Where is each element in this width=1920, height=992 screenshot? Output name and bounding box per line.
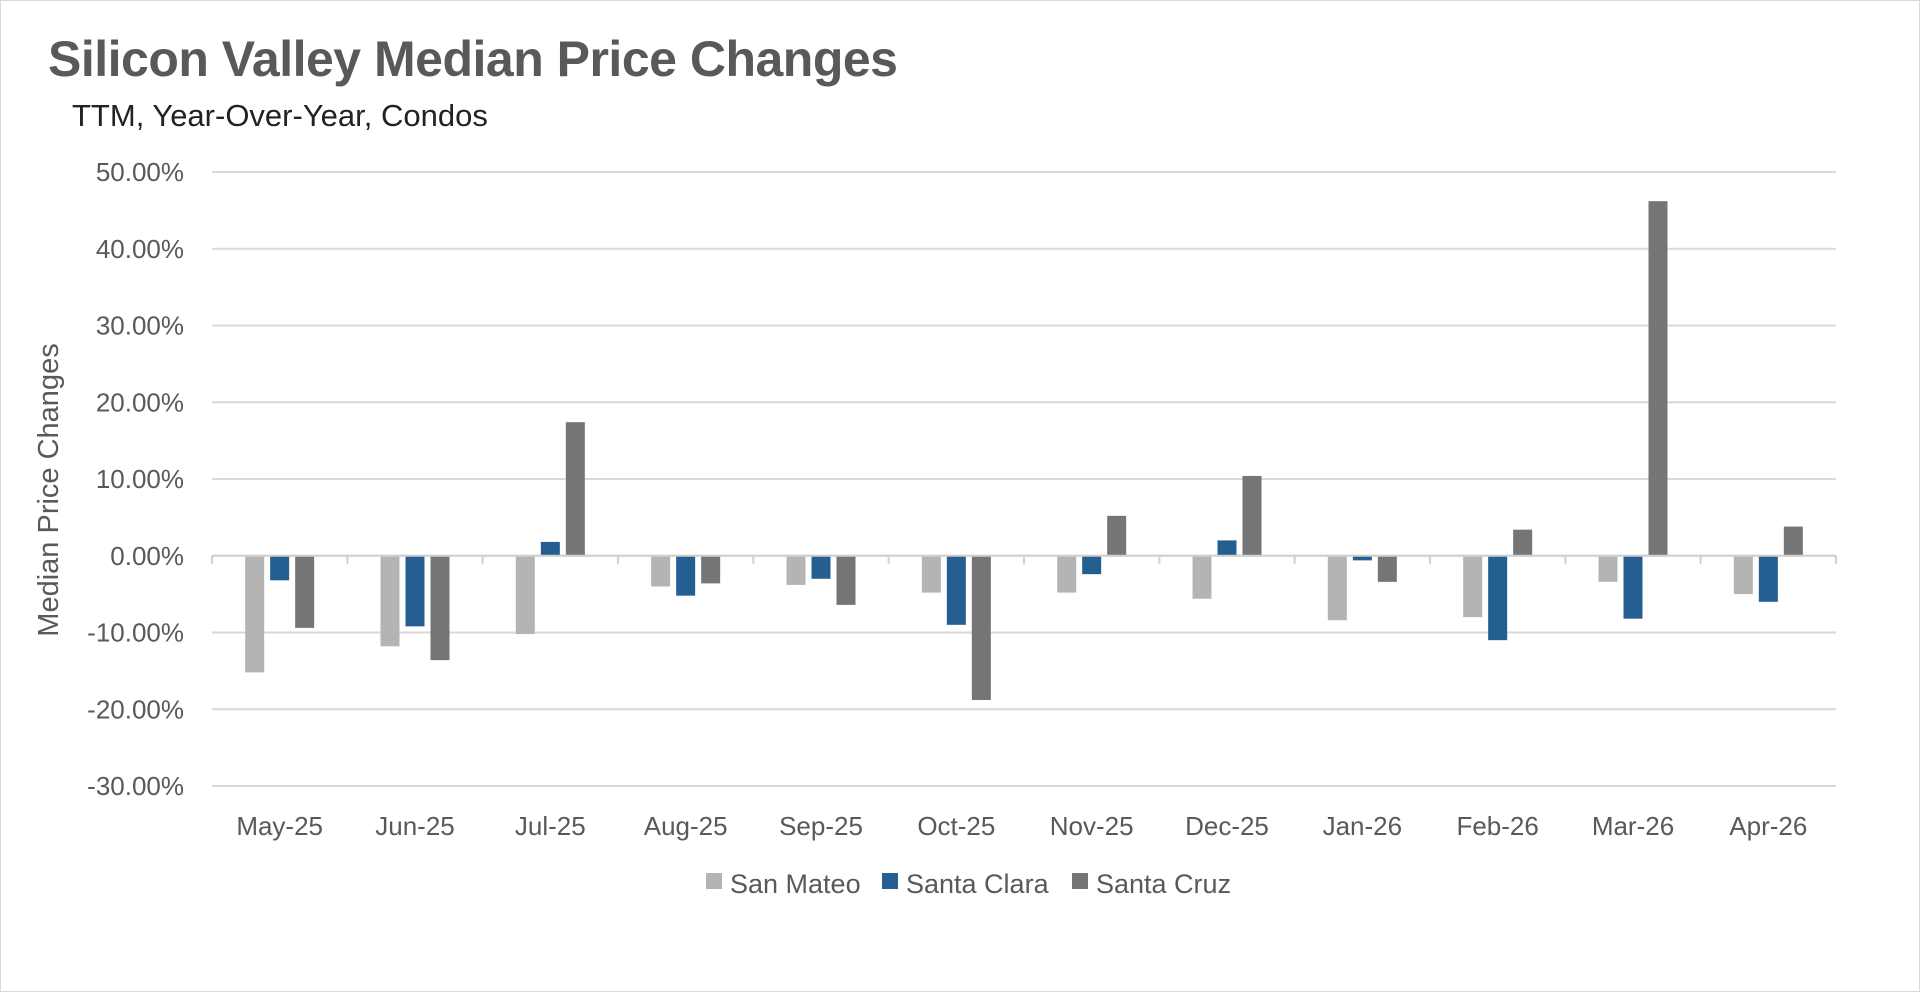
bar-san-mateo-mar-26 (1598, 555, 1618, 582)
legend-swatch (1072, 873, 1088, 889)
gridlines (212, 171, 1836, 787)
bar-san-mateo-nov-25 (1057, 555, 1077, 593)
bar-santa-cruz-oct-25 (971, 555, 991, 701)
bar-san-mateo-may-25 (245, 555, 265, 673)
y-tick-label: -20.00% (87, 694, 184, 724)
bar-san-mateo-jan-26 (1327, 555, 1347, 621)
y-tick-label: -10.00% (87, 618, 184, 648)
bar-santa-cruz-dec-25 (1242, 475, 1262, 556)
bar-santa-clara-jul-25 (540, 541, 560, 556)
bar-santa-cruz-apr-26 (1783, 526, 1803, 556)
bar-san-mateo-jun-25 (380, 555, 400, 647)
legend-label: San Mateo (730, 869, 861, 899)
bar-santa-clara-may-25 (270, 555, 290, 581)
bar-santa-clara-apr-26 (1758, 555, 1778, 602)
bar-santa-cruz-jan-26 (1377, 555, 1397, 582)
bar-san-mateo-jul-25 (515, 555, 535, 635)
bar-santa-cruz-nov-25 (1107, 515, 1127, 556)
y-tick-label: 30.00% (96, 311, 184, 341)
x-tick-label: Aug-25 (644, 811, 728, 841)
y-tick-label: 0.00% (110, 541, 184, 571)
bar-santa-clara-jun-25 (405, 555, 425, 627)
legend: San Mateo Santa Clara Santa Cruz (706, 869, 1231, 899)
bar-santa-clara-nov-25 (1082, 555, 1102, 575)
y-tick-label: 40.00% (96, 234, 184, 264)
x-tick-label: Apr-26 (1729, 811, 1807, 841)
legend-swatch (882, 873, 898, 889)
x-tick-label: Sep-25 (779, 811, 863, 841)
x-tick-label: Jul-25 (515, 811, 586, 841)
bar-santa-cruz-jul-25 (565, 422, 585, 556)
bars (245, 201, 1803, 701)
x-tick-label: Jan-26 (1323, 811, 1403, 841)
y-tick-label: -30.00% (87, 771, 184, 801)
bar-santa-cruz-aug-25 (701, 555, 721, 584)
bar-san-mateo-sep-25 (786, 555, 806, 585)
legend-swatch (706, 873, 722, 889)
bar-san-mateo-aug-25 (651, 555, 671, 587)
bar-san-mateo-dec-25 (1192, 555, 1212, 599)
y-tick-labels: 50.00% 40.00% 30.00% 20.00% 10.00% 0.00% -10.0… (87, 157, 184, 801)
x-tick-label: Oct-25 (917, 811, 995, 841)
bar-san-mateo-oct-25 (921, 555, 941, 593)
x-tick-label: Feb-26 (1456, 811, 1538, 841)
bar-santa-clara-aug-25 (676, 555, 696, 596)
bar-santa-clara-sep-25 (811, 555, 831, 579)
bar-san-mateo-feb-26 (1463, 555, 1483, 618)
x-tick-label: Mar-26 (1592, 811, 1674, 841)
y-axis-title: Median Price Changes (33, 343, 65, 636)
bar-santa-clara-dec-25 (1217, 540, 1237, 556)
bar-santa-clara-mar-26 (1623, 555, 1643, 619)
chart-subtitle: TTM, Year-Over-Year, Condos (72, 98, 488, 133)
chart-title: Silicon Valley Median Price Changes (48, 31, 898, 87)
y-tick-label: 10.00% (96, 464, 184, 494)
x-tick-label: Jun-25 (375, 811, 455, 841)
x-tick-labels: May-25 Jun-25 Jul-25 Aug-25 Sep-25 Oct-25 Nov-… (236, 811, 1807, 841)
bar-santa-cruz-may-25 (295, 555, 315, 628)
x-tick-label: May-25 (236, 811, 323, 841)
bar-santa-clara-jan-26 (1352, 555, 1372, 561)
bar-santa-cruz-jun-25 (430, 555, 450, 661)
bar-santa-clara-feb-26 (1488, 555, 1508, 641)
bar-san-mateo-apr-26 (1733, 555, 1753, 595)
y-tick-label: 20.00% (96, 387, 184, 417)
x-tick-label: Dec-25 (1185, 811, 1269, 841)
bar-santa-cruz-mar-26 (1648, 201, 1668, 556)
zero-axis (211, 554, 1837, 564)
bar-santa-clara-oct-25 (946, 555, 966, 625)
legend-label: Santa Cruz (1096, 869, 1231, 899)
legend-label: Santa Clara (906, 869, 1050, 899)
bar-santa-cruz-feb-26 (1513, 529, 1533, 556)
y-tick-label: 50.00% (96, 157, 184, 187)
bar-santa-cruz-sep-25 (836, 555, 856, 605)
x-tick-label: Nov-25 (1050, 811, 1134, 841)
